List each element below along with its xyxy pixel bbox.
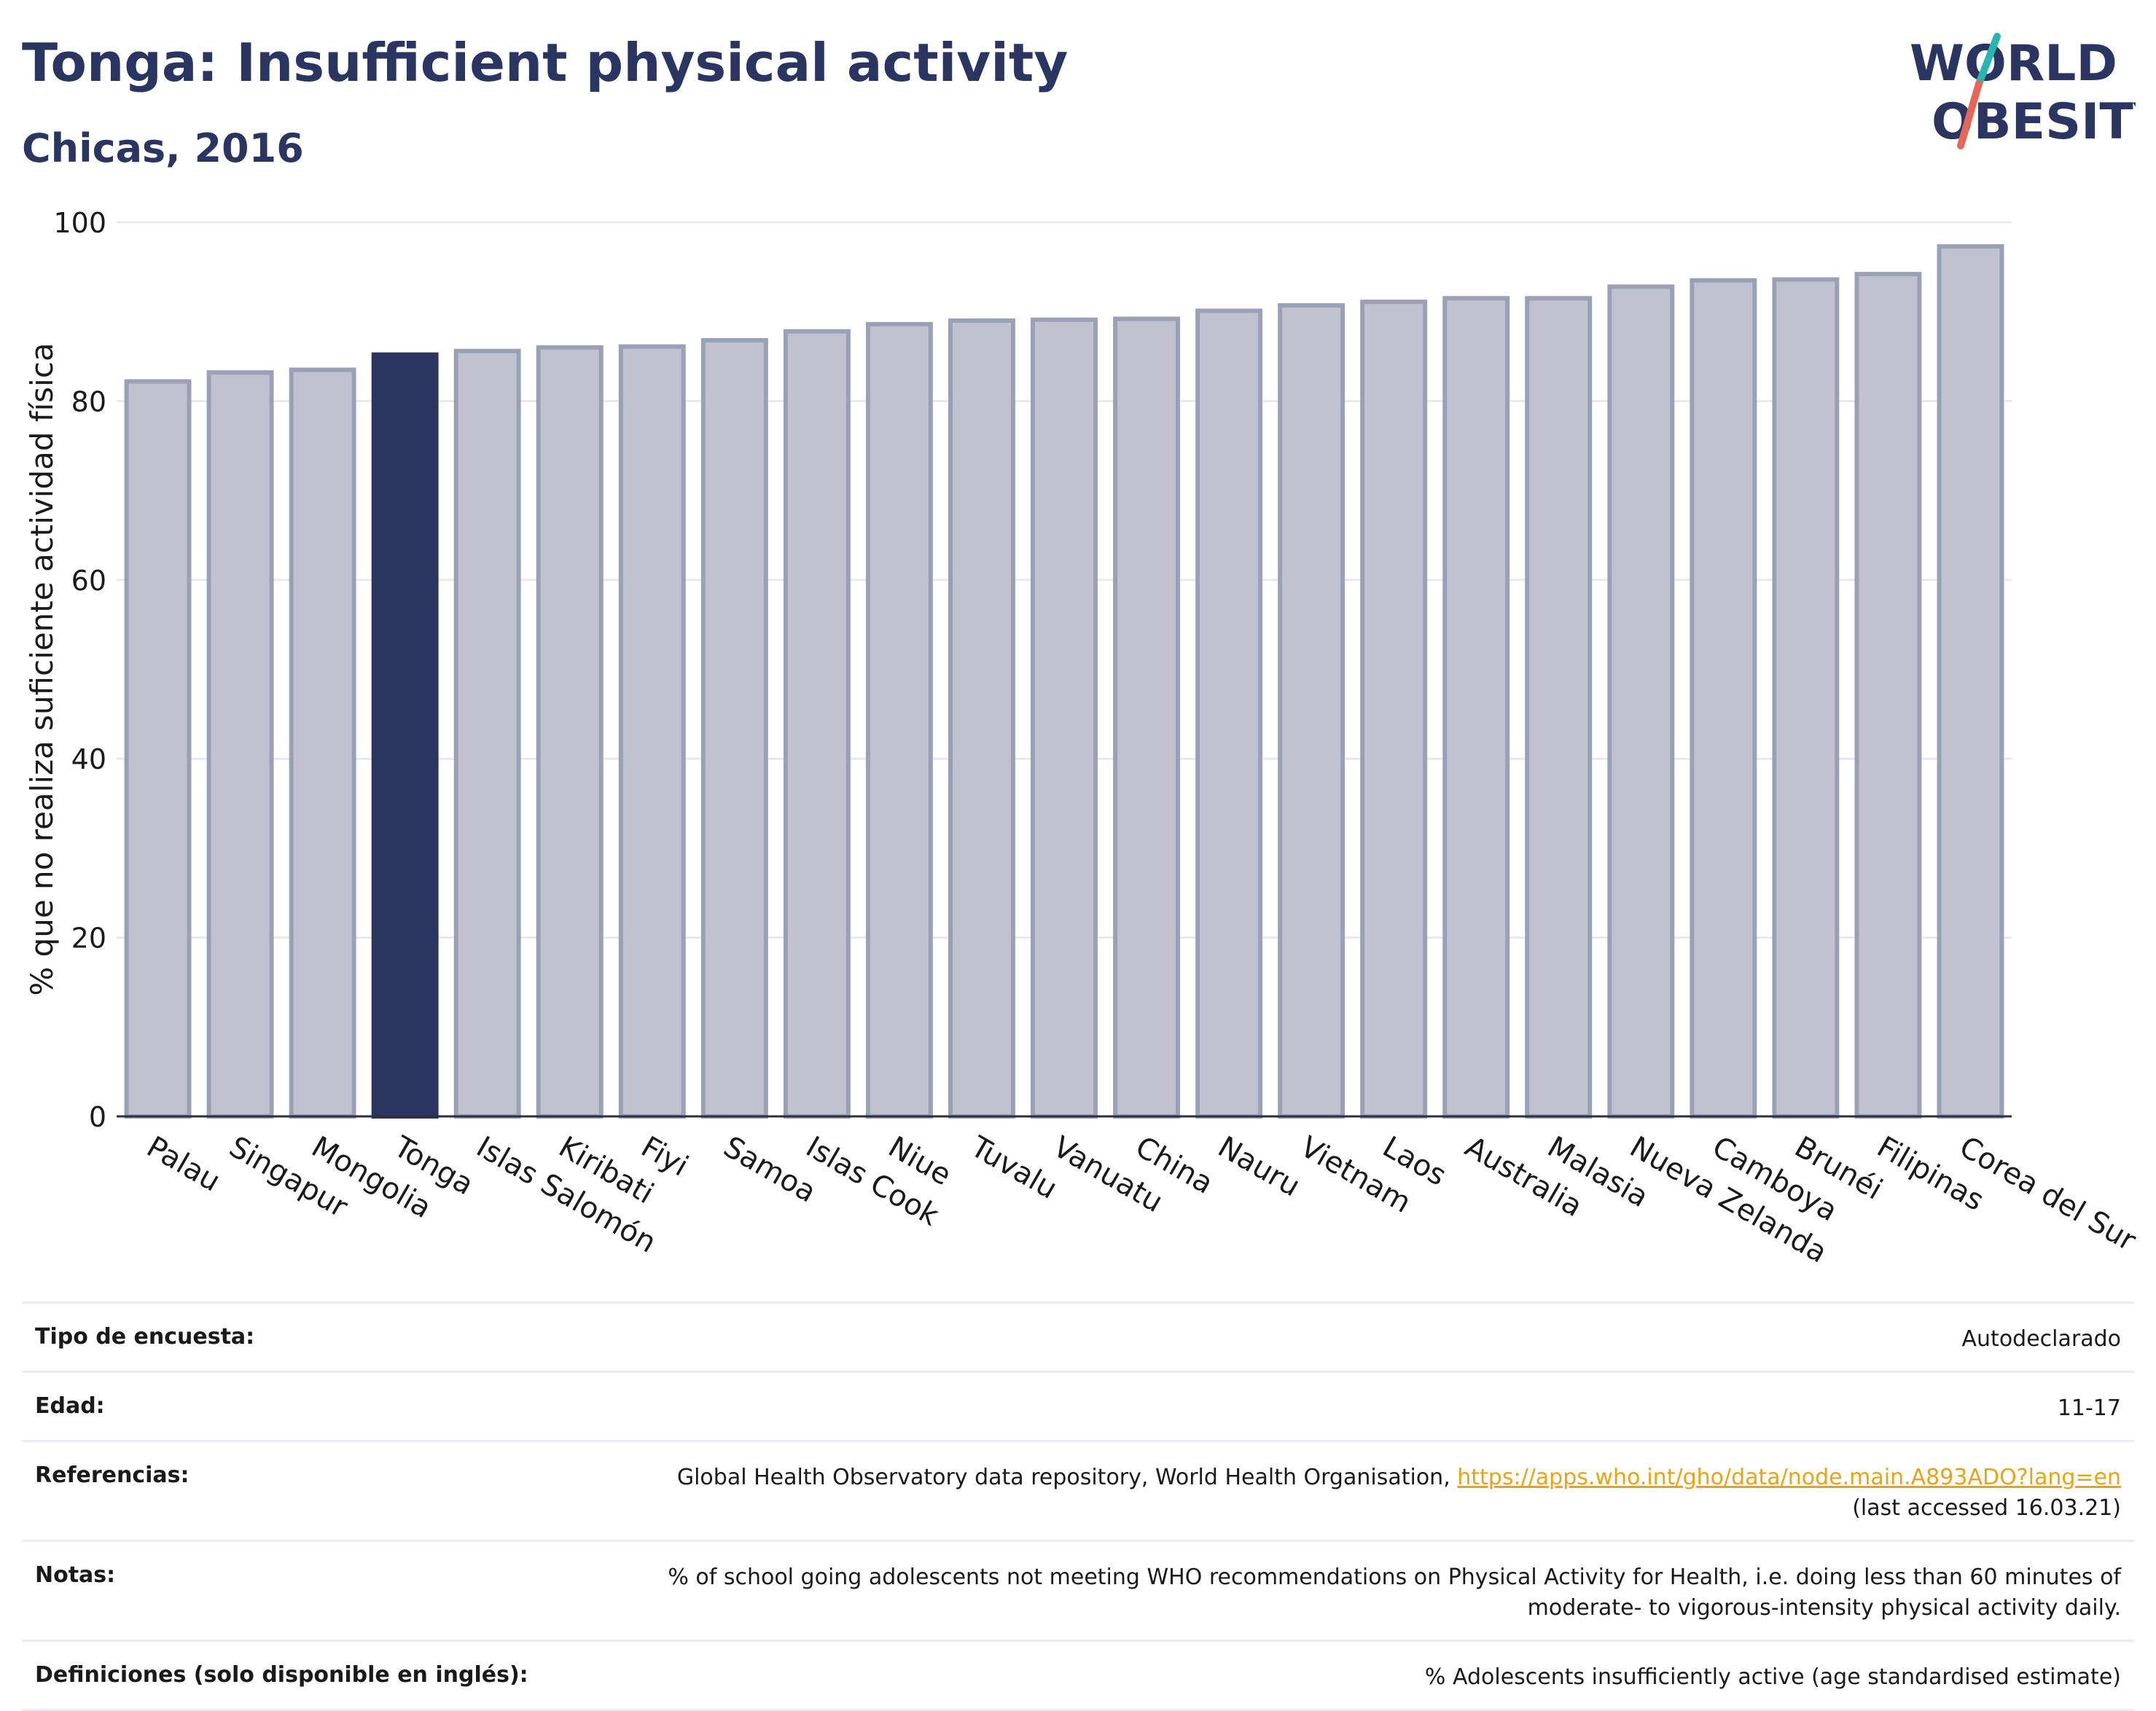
info-row-age: Edad: 11-17 [22, 1371, 2134, 1440]
references-text: Global Health Observatory data repositor… [676, 1465, 1458, 1490]
y-tick-label: 80 [71, 385, 106, 418]
bar [1360, 299, 1428, 1119]
bar [700, 337, 768, 1119]
info-row-survey: Tipo de encuesta: Autodeclarado [22, 1301, 2134, 1371]
y-tick-label: 20 [71, 923, 106, 955]
bar [618, 344, 686, 1119]
bar [1772, 277, 1840, 1119]
bar [1525, 296, 1593, 1119]
chart-svg: 020406080100PalauSingapurMongoliaTongaIs… [24, 207, 2141, 1269]
bar [536, 345, 604, 1119]
y-tick-label: 0 [89, 1101, 106, 1133]
bar [1690, 278, 1757, 1119]
bar [783, 329, 851, 1119]
info-table: Tipo de encuesta: Autodeclarado Edad: 11… [22, 1301, 2134, 1711]
references-label: Referencias: [35, 1463, 190, 1488]
bar [1937, 244, 2004, 1119]
bar [124, 379, 192, 1119]
notes-label: Notas: [35, 1562, 116, 1588]
bar [1195, 308, 1263, 1119]
notes-line2: moderate- to vigorous-intensity physical… [1527, 1595, 2121, 1621]
references-value: Global Health Observatory data repositor… [677, 1463, 2121, 1524]
world-obesity-logo: WORLD OBESITY [1888, 29, 2156, 160]
x-tick-label: Palau [141, 1130, 226, 1199]
bar [1278, 303, 1345, 1119]
age-value: 11-17 [2057, 1395, 2121, 1421]
bar [453, 348, 521, 1119]
y-axis-label: % que no realiza suficiente actividad fí… [24, 342, 60, 995]
notes-line1: % of school going adolescents not meetin… [668, 1565, 2121, 1590]
bar [948, 318, 1015, 1119]
bar-chart: 0 20 40 60 80 100 Palau Singapur Mongolia Tonga Is… [0, 189, 2156, 1269]
x-tick-label: Samoa [718, 1130, 821, 1210]
definitions-label: Definiciones (solo disponible en inglés)… [35, 1662, 528, 1688]
bar [289, 367, 356, 1119]
x-tick-label: Tuvalu [964, 1129, 1063, 1206]
survey-value: Autodeclarado [1961, 1326, 2121, 1352]
info-row-references: Referencias: Global Health Observatory d… [22, 1440, 2134, 1540]
bar [1442, 296, 1510, 1119]
bar [1854, 272, 1922, 1119]
definitions-value: % Adolescents insufficiently active (age… [1424, 1664, 2121, 1690]
bar [1031, 317, 1098, 1119]
references-accessed: (last accessed 16.03.21) [1852, 1495, 2121, 1521]
page-title: Tonga: Insufficient physical activity [22, 32, 1069, 93]
logo-line1: WORLD [1910, 35, 2117, 93]
bar [865, 321, 933, 1119]
bar [206, 370, 274, 1119]
info-row-notes: Notas: % of school going adolescents not… [22, 1540, 2134, 1640]
y-tick-label: 100 [53, 207, 106, 239]
bar [1607, 284, 1675, 1119]
y-tick-label: 60 [71, 565, 106, 597]
x-tick-label: Nauru [1212, 1130, 1305, 1204]
references-link[interactable]: https://apps.who.int/gho/data/node.main.… [1457, 1465, 2121, 1490]
page-subtitle: Chicas, 2016 [22, 125, 304, 171]
bar [1113, 316, 1180, 1119]
info-row-definitions: Definiciones (solo disponible en inglés)… [22, 1640, 2134, 1711]
bar [371, 352, 439, 1119]
survey-label: Tipo de encuesta: [35, 1324, 255, 1350]
notes-value: % of school going adolescents not meetin… [668, 1562, 2121, 1624]
y-tick-label: 40 [71, 743, 106, 775]
age-label: Edad: [35, 1393, 105, 1419]
